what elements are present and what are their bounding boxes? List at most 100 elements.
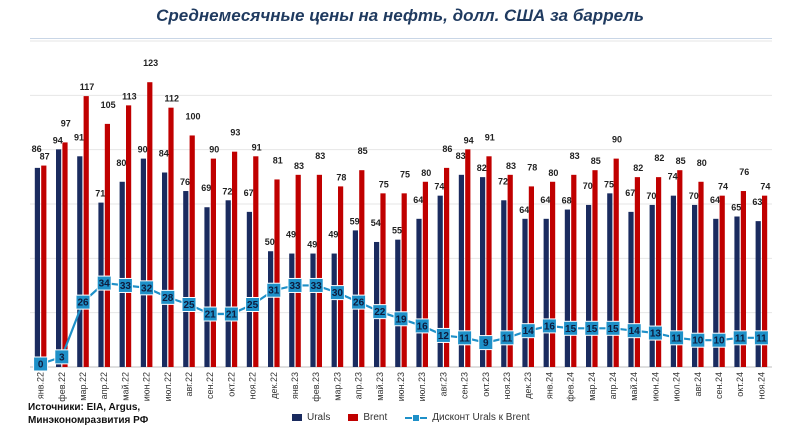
label-urals: 59	[350, 216, 360, 226]
point-discount	[33, 356, 49, 372]
label-discount: 31	[268, 286, 280, 297]
label-discount: 25	[247, 300, 259, 311]
point-discount	[711, 332, 727, 348]
point-discount	[54, 349, 70, 365]
bar-urals	[628, 211, 634, 367]
bar-brent	[571, 174, 577, 367]
x-tick-label: фев.24	[566, 372, 576, 402]
label-discount: 33	[311, 281, 323, 292]
label-discount: 21	[205, 310, 217, 321]
label-brent: 86	[442, 144, 452, 154]
legend-item-brent: Brent	[348, 412, 387, 423]
label-brent: 83	[294, 161, 304, 171]
label-brent: 80	[697, 158, 707, 168]
label-urals: 70	[646, 191, 656, 201]
label-brent: 80	[548, 168, 558, 178]
label-discount: 10	[692, 336, 704, 347]
point-discount	[520, 323, 536, 339]
label-discount: 15	[586, 324, 598, 335]
bar-urals	[501, 200, 507, 367]
point-discount	[393, 311, 409, 327]
bar-brent	[168, 107, 174, 367]
point-discount	[563, 320, 579, 336]
bar-brent	[104, 123, 110, 367]
bar-brent	[210, 158, 216, 367]
label-urals: 72	[498, 176, 508, 186]
bar-brent	[295, 174, 301, 367]
point-discount	[139, 280, 155, 296]
x-tick-label: июн.22	[142, 372, 152, 401]
x-tick-label: ноя.23	[502, 372, 512, 399]
bar-urals	[204, 207, 210, 367]
label-discount: 3	[59, 352, 65, 363]
legend-swatch-brent	[348, 414, 359, 421]
x-tick-label: сен.22	[205, 372, 215, 399]
point-discount	[372, 304, 388, 320]
x-tick-label: апр.22	[99, 372, 109, 399]
label-urals: 67	[625, 188, 635, 198]
label-urals: 70	[583, 181, 593, 191]
bar-urals	[480, 177, 486, 367]
label-brent: 74	[760, 182, 770, 192]
label-discount: 33	[289, 281, 301, 292]
label-urals: 64	[519, 205, 529, 215]
label-discount: 33	[120, 281, 132, 292]
point-discount	[223, 306, 239, 322]
point-discount	[287, 277, 303, 293]
label-urals: 63	[752, 197, 762, 207]
x-tick-label: дек.23	[523, 372, 533, 399]
bar-urals	[564, 209, 570, 367]
bar-brent	[634, 177, 640, 367]
bar-urals	[183, 191, 189, 367]
bar-urals	[543, 218, 549, 367]
bar-urals	[522, 218, 528, 367]
label-discount: 16	[417, 321, 429, 332]
label-brent: 83	[506, 161, 516, 171]
label-urals: 64	[710, 195, 720, 205]
title-divider	[30, 38, 772, 39]
point-discount	[266, 282, 282, 298]
bar-brent	[507, 174, 513, 367]
bar-brent	[316, 174, 322, 367]
label-discount: 0	[38, 360, 44, 371]
point-discount	[329, 285, 345, 301]
bar-brent	[189, 135, 195, 367]
label-urals: 49	[307, 240, 317, 250]
label-brent: 93	[230, 128, 240, 138]
bar-brent	[253, 156, 259, 367]
bar-urals	[437, 195, 443, 367]
point-discount	[669, 330, 685, 346]
x-tick-label: июн.23	[396, 372, 406, 401]
bar-brent	[83, 96, 89, 367]
point-discount	[605, 320, 621, 336]
label-discount: 30	[332, 288, 344, 299]
label-urals: 55	[392, 226, 402, 236]
label-brent: 91	[485, 132, 495, 142]
bar-brent	[740, 191, 746, 367]
label-brent: 123	[143, 58, 158, 68]
x-tick-label: ноя.24	[756, 372, 766, 399]
x-tick-label: янв.22	[36, 372, 46, 399]
point-discount	[245, 297, 261, 312]
label-urals: 71	[95, 189, 105, 199]
bar-brent	[550, 181, 556, 367]
label-discount: 32	[141, 283, 153, 294]
x-tick-label: янв.24	[544, 372, 554, 399]
bar-urals	[268, 251, 274, 367]
point-discount	[541, 318, 557, 334]
point-discount	[351, 294, 367, 310]
chart-title: Среднемесячные цены на нефть, долл. США …	[156, 6, 644, 25]
label-brent: 83	[315, 151, 325, 161]
label-brent: 100	[185, 111, 200, 121]
bar-urals	[162, 172, 168, 367]
bar-urals	[77, 156, 83, 367]
bar-brent	[528, 186, 534, 367]
label-urals: 90	[138, 145, 148, 155]
point-discount	[753, 330, 769, 346]
label-brent: 80	[421, 168, 431, 178]
label-brent: 97	[61, 118, 71, 128]
label-urals: 50	[265, 237, 275, 247]
label-urals: 67	[244, 188, 254, 198]
label-urals: 75	[604, 179, 614, 189]
label-urals: 69	[201, 183, 211, 193]
